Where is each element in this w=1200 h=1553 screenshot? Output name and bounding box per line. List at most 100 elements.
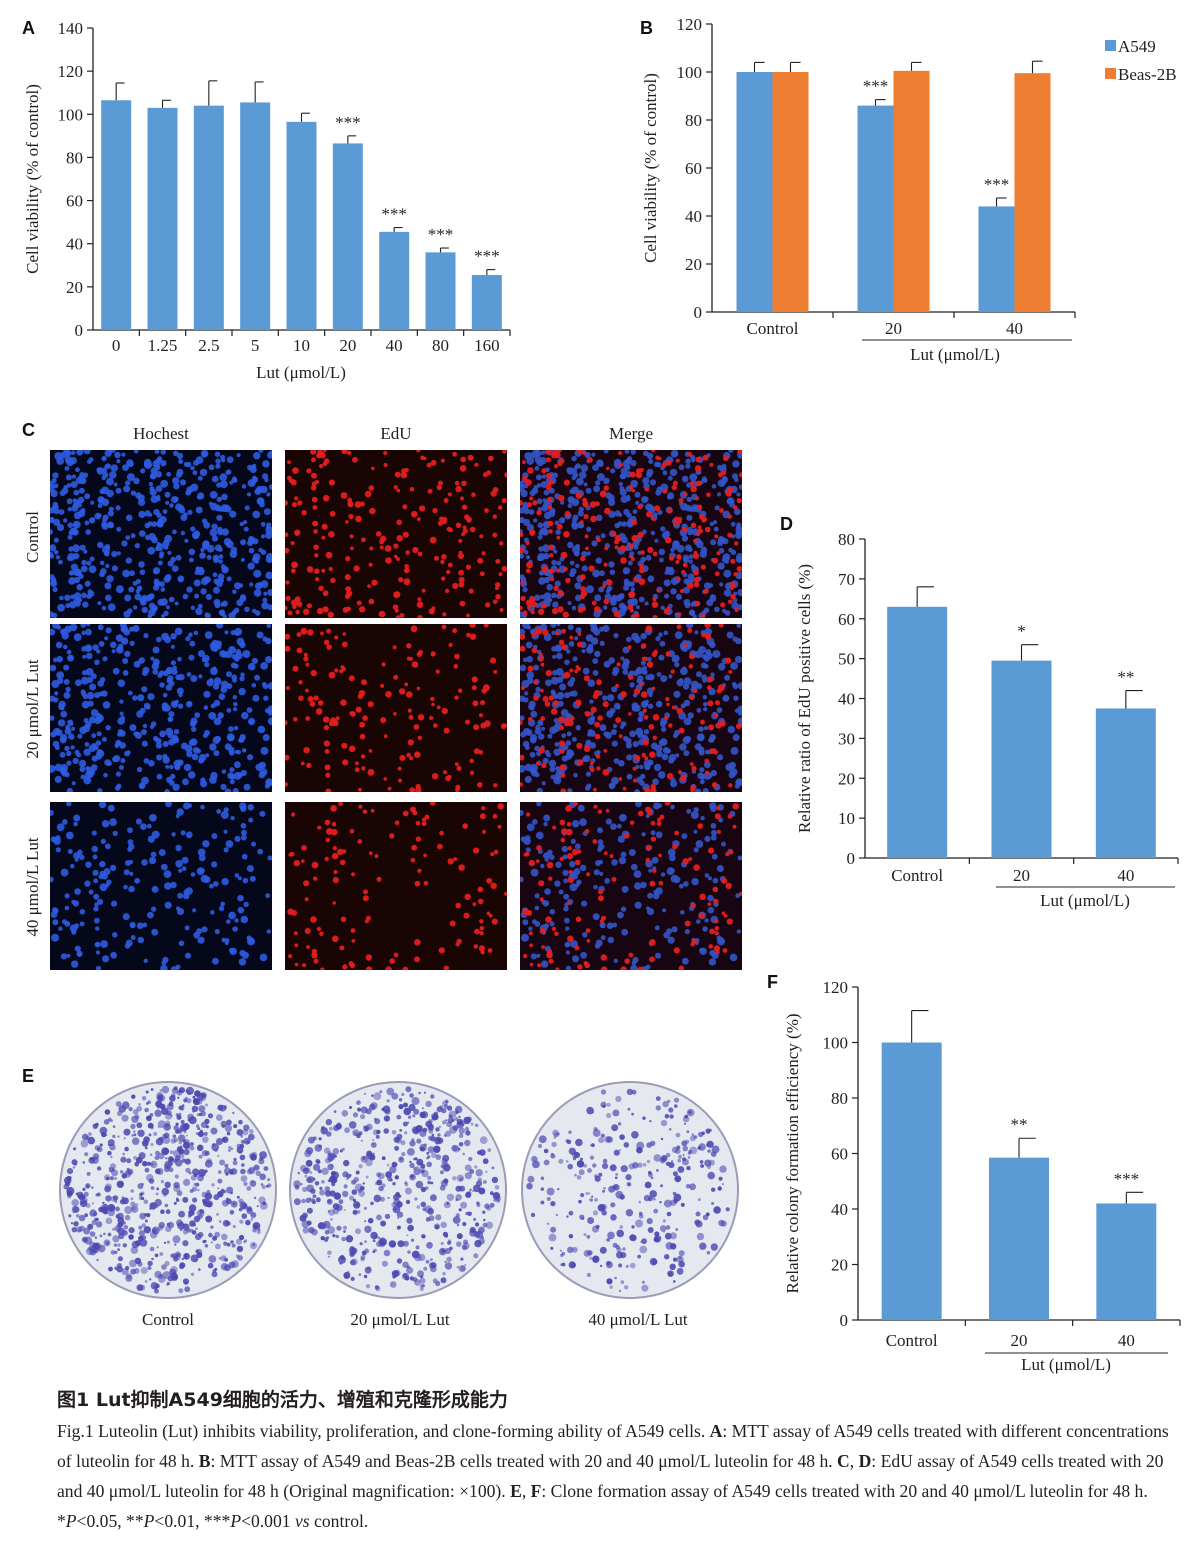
dish-label-20-lut: 20 μmol/L Lut (350, 1310, 450, 1329)
legend-swatch (1105, 40, 1116, 51)
y-tick-label: 40 (831, 1200, 848, 1219)
culture-dish (289, 1081, 507, 1299)
edu-image (285, 802, 507, 970)
cell-field (50, 624, 272, 792)
bar (1014, 73, 1051, 312)
cell-field (520, 624, 742, 792)
merge-image (520, 624, 742, 792)
x-tick-label: 1.25 (148, 336, 178, 355)
x-tick-label: 40 (1118, 1331, 1135, 1350)
x-axis-title: Lut (μmol/L) (256, 363, 346, 382)
cell-field (285, 450, 507, 618)
cell-field (285, 624, 507, 792)
x-tick-label: Control (891, 866, 943, 885)
cell-field (287, 802, 507, 970)
y-tick-label: 0 (847, 849, 856, 868)
bar (857, 105, 894, 312)
y-axis-title: Relative colony formation efficiency (%) (783, 1013, 802, 1293)
x-tick-label: 0 (112, 336, 121, 355)
x-tick-label: Control (747, 319, 799, 338)
y-tick-label: 40 (66, 235, 83, 254)
y-tick-label: 20 (66, 278, 83, 297)
cell-field (50, 802, 272, 970)
y-tick-label: 80 (831, 1089, 848, 1108)
x-axis-title: Lut (μmol/L) (1021, 1355, 1111, 1374)
significance-label: *** (428, 225, 454, 244)
bar (101, 100, 132, 330)
x-tick-label: 20 (1013, 866, 1030, 885)
x-tick-label: 160 (474, 336, 500, 355)
significance-label: ** (1117, 668, 1134, 687)
col-title-hoechst: Hochest (133, 424, 189, 443)
bar (881, 1042, 942, 1320)
significance-label: * (1017, 622, 1026, 641)
x-tick-label: 20 (1011, 1331, 1028, 1350)
significance-label: *** (984, 175, 1010, 194)
y-tick-label: 60 (685, 159, 702, 178)
x-tick-label: 20 (339, 336, 356, 355)
y-tick-label: 100 (677, 63, 703, 82)
merge-image (520, 450, 742, 618)
dish-label-40-lut: 40 μmol/L Lut (588, 1310, 688, 1329)
y-tick-label: 0 (75, 321, 84, 340)
significance-label: *** (863, 77, 889, 96)
culture-dish (521, 1081, 739, 1299)
bar (286, 121, 317, 330)
y-tick-label: 100 (58, 105, 84, 124)
y-tick-label: 20 (831, 1256, 848, 1275)
dish-label-control: Control (142, 1310, 194, 1329)
y-tick-label: 120 (677, 15, 703, 34)
x-tick-label: 40 (1117, 866, 1134, 885)
bar (1095, 708, 1156, 858)
y-tick-label: 50 (838, 650, 855, 669)
bar (887, 606, 948, 858)
bar (471, 274, 502, 330)
y-tick-label: 140 (58, 19, 84, 38)
colonies (63, 1085, 272, 1294)
y-tick-label: 0 (694, 303, 703, 322)
x-tick-label: 2.5 (198, 336, 219, 355)
hoechst-image (50, 450, 272, 618)
bar (379, 231, 410, 330)
panel-label-b: B (640, 18, 653, 38)
y-tick-label: 20 (685, 255, 702, 274)
bar (425, 252, 456, 330)
significance-label: ** (1011, 1115, 1028, 1134)
x-tick-label: 5 (251, 336, 260, 355)
bar (893, 70, 930, 312)
bar (332, 143, 363, 330)
significance-label: *** (1114, 1169, 1140, 1188)
x-tick-label: 80 (432, 336, 449, 355)
y-axis-title: Cell viability (% of control) (641, 73, 660, 263)
y-tick-label: 60 (66, 192, 83, 211)
significance-label: *** (335, 113, 361, 132)
caption-english: Fig.1 Luteolin (Lut) inhibits viability,… (57, 1421, 1169, 1531)
panel-label-d: D (780, 514, 793, 534)
y-tick-label: 80 (685, 111, 702, 130)
y-tick-label: 20 (838, 769, 855, 788)
bar (736, 72, 773, 312)
hoechst-image (50, 802, 272, 970)
y-tick-label: 60 (831, 1145, 848, 1164)
y-tick-label: 100 (823, 1034, 849, 1053)
y-tick-label: 40 (838, 690, 855, 709)
x-tick-label: 40 (1006, 319, 1023, 338)
x-tick-label: 40 (386, 336, 403, 355)
y-tick-label: 80 (66, 148, 83, 167)
panel-label-a: A (22, 18, 35, 38)
merge-image (520, 802, 742, 970)
y-tick-label: 10 (838, 809, 855, 828)
bar (1096, 1203, 1157, 1320)
panel-label-f: F (767, 972, 778, 992)
y-tick-label: 30 (838, 729, 855, 748)
y-tick-label: 80 (838, 530, 855, 549)
x-axis-title: Lut (μmol/L) (1040, 891, 1130, 910)
y-tick-label: 60 (838, 610, 855, 629)
y-tick-label: 70 (838, 570, 855, 589)
bar (978, 206, 1015, 312)
